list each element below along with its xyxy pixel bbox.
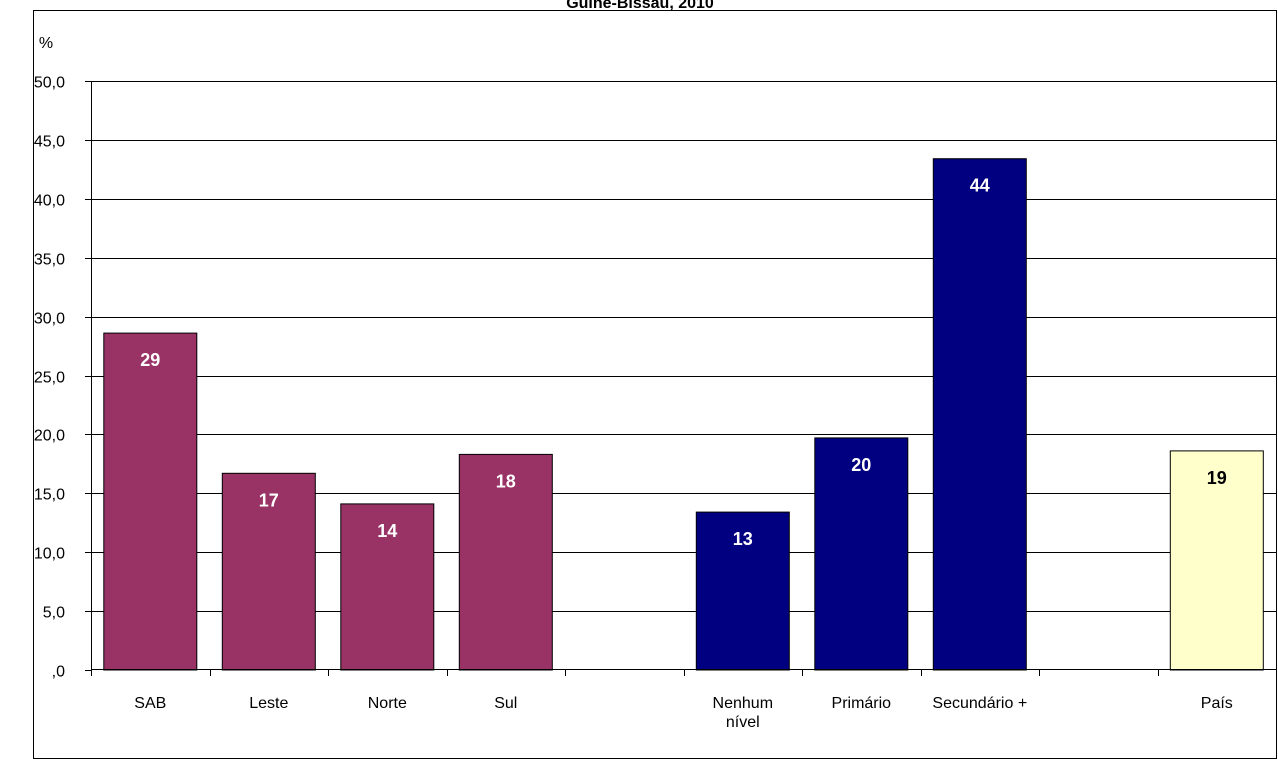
y-axis-ticks: ,0 5,0 10,0 15,0 20,0 25,0 30,0 35,0 40,0 45,0 50,… bbox=[34, 75, 91, 681]
y-tick-label: 30,0 bbox=[34, 311, 65, 328]
x-tick-label: Primário bbox=[832, 695, 892, 712]
data-label: 18 bbox=[496, 471, 516, 491]
data-label: 17 bbox=[259, 490, 279, 510]
x-tick-label: Norte bbox=[368, 695, 407, 712]
chart-border bbox=[33, 10, 1277, 759]
x-tick-label: País bbox=[1201, 695, 1233, 712]
x-tick-label: Nenhum nível bbox=[713, 695, 773, 731]
y-tick-label: 20,0 bbox=[34, 428, 65, 445]
y-tick-label: 45,0 bbox=[34, 134, 65, 151]
data-label: 44 bbox=[970, 176, 990, 196]
bars bbox=[103, 158, 1264, 671]
data-label: 19 bbox=[1207, 468, 1227, 488]
bar bbox=[1169, 450, 1264, 671]
bar bbox=[932, 158, 1027, 671]
bar bbox=[458, 453, 553, 671]
data-label: 20 bbox=[851, 455, 871, 475]
data-label: 14 bbox=[377, 521, 397, 541]
y-tick-label: 40,0 bbox=[34, 193, 65, 210]
y-tick-label: 5,0 bbox=[43, 605, 65, 622]
y-tick-label: 10,0 bbox=[34, 546, 65, 563]
x-tick-label: Secundário + bbox=[932, 695, 1027, 712]
data-label: 29 bbox=[140, 350, 160, 370]
x-tick-label: Sul bbox=[494, 695, 517, 712]
bar bbox=[695, 511, 790, 671]
x-tick-label: SAB bbox=[134, 695, 166, 712]
data-labels: 29 17 14 18 13 20 44 19 bbox=[140, 176, 1227, 549]
y-axis-unit-label: % bbox=[39, 35, 53, 52]
bar bbox=[340, 503, 435, 671]
y-tick-label: 50,0 bbox=[34, 75, 65, 92]
bar bbox=[221, 472, 316, 671]
y-tick-label: 35,0 bbox=[34, 252, 65, 269]
x-tick-label: Leste bbox=[249, 695, 288, 712]
chart-title: Guiné-Bissau, 2010 bbox=[566, 0, 714, 12]
y-tick-label: 15,0 bbox=[34, 487, 65, 504]
y-tick-label: 25,0 bbox=[34, 370, 65, 387]
bar bbox=[814, 437, 909, 671]
bar bbox=[103, 332, 198, 671]
data-label: 13 bbox=[733, 529, 753, 549]
x-axis-ticks: SAB Leste Norte Sul Nenhum nível Primário Secun… bbox=[91, 670, 1277, 731]
y-tick-label: ,0 bbox=[52, 664, 65, 681]
